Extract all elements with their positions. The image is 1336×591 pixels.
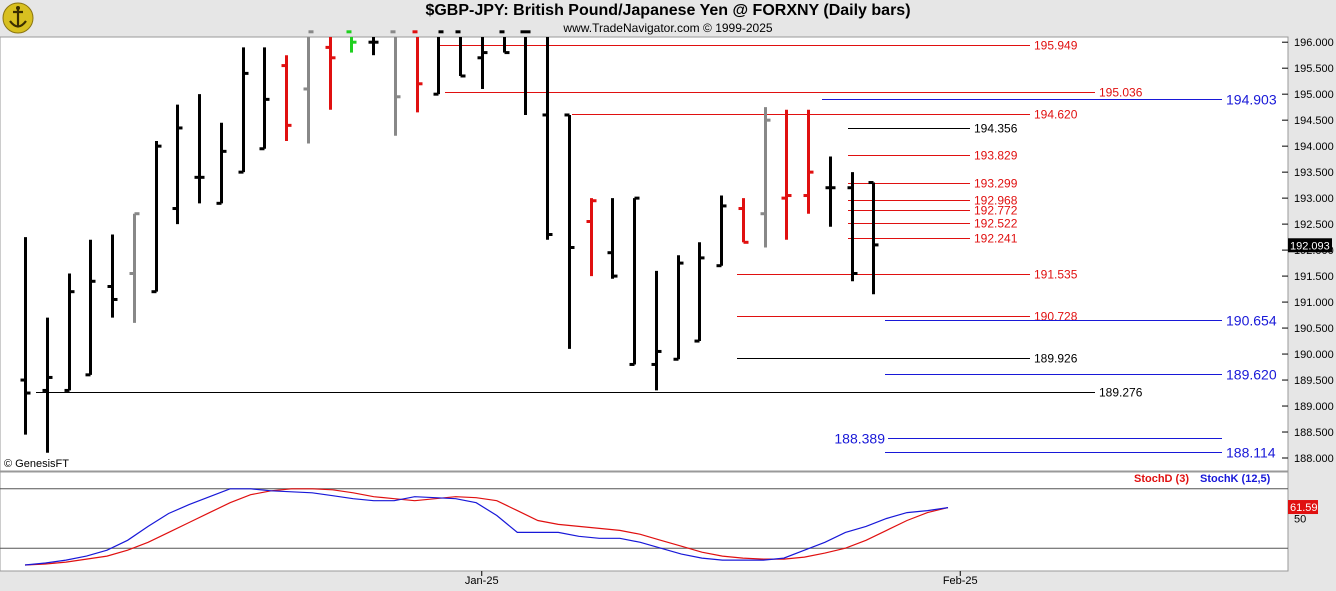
ohlc-bar-35	[781, 109, 792, 240]
level-label-194.356: 194.356	[974, 122, 1018, 136]
level-label-192.522: 192.522	[974, 217, 1018, 231]
ohlc-bar-20	[455, 30, 466, 78]
price-tick-label-1: 195.500	[1294, 63, 1334, 75]
ohlc-bar-24	[542, 37, 553, 240]
level-label-189.276: 189.276	[1099, 386, 1143, 400]
ohlc-bar-19	[433, 30, 444, 96]
legend-stochd: StochD (3)	[1134, 473, 1189, 485]
ohlc-bar-6	[151, 140, 162, 294]
price-tick-label-14: 189.000	[1294, 401, 1334, 413]
price-tick-label-11: 190.500	[1294, 323, 1334, 335]
ohlc-bar-31	[694, 242, 705, 343]
level-label-193.829: 193.829	[974, 149, 1018, 163]
chart-subtitle: www.TradeNavigator.com © 1999-2025	[563, 21, 773, 35]
x-tick-label-Jan-25: Jan-25	[465, 575, 499, 587]
stoch-last-label: 61.59	[1290, 502, 1318, 514]
ohlc-bar-12	[281, 55, 292, 141]
ohlc-bar-36	[803, 109, 814, 214]
ohlc-bar-11	[259, 47, 270, 151]
price-tick-label-6: 193.000	[1294, 193, 1334, 205]
ohlc-bar-23	[520, 30, 531, 115]
stochastic-panel	[0, 471, 1289, 572]
last-price-label: 192.093	[1290, 240, 1330, 252]
ohlc-bar-27	[607, 198, 618, 279]
level-label-194.903: 194.903	[1226, 92, 1277, 108]
level-label-192.968: 192.968	[974, 194, 1018, 208]
ohlc-bar-15	[346, 30, 357, 53]
ohlc-bar-38	[847, 172, 858, 282]
level-label-195.036: 195.036	[1099, 86, 1143, 100]
price-tick-label-4: 194.000	[1294, 141, 1334, 153]
ohlc-bar-26	[586, 198, 597, 277]
ohlc-bar-5	[129, 212, 140, 323]
ohlc-bar-22	[499, 30, 510, 55]
legend-stochk: StochK (12,5)	[1200, 473, 1271, 485]
price-tick-label-2: 195.000	[1294, 89, 1334, 101]
ohlc-bar-9	[216, 122, 227, 205]
price-tick-label-12: 190.000	[1294, 349, 1334, 361]
ohlc-bar-18	[412, 30, 423, 113]
ohlc-bar-39	[868, 181, 879, 295]
watermark: © GenesisFT	[4, 458, 69, 470]
ohlc-bar-3	[85, 239, 96, 377]
ohlc-bar-2	[64, 273, 75, 392]
level-label-192.772: 192.772	[974, 204, 1018, 218]
ohlc-bar-14	[325, 37, 336, 110]
stoch-series-0	[24, 488, 949, 566]
price-tick-label-13: 189.500	[1294, 375, 1334, 387]
ohlc-bar-10	[238, 47, 249, 174]
ohlc-bar-21	[477, 37, 488, 89]
ohlc-bar-34	[760, 107, 771, 248]
last-price-box	[1288, 238, 1332, 253]
stoch-series-1	[24, 488, 949, 566]
level-label-189.620: 189.620	[1226, 367, 1277, 383]
ohlc-bar-29	[651, 270, 662, 391]
stoch-last-box	[1288, 500, 1318, 515]
level-label-195.949: 195.949	[1034, 39, 1078, 53]
ohlc-bar-1	[42, 317, 53, 453]
level-label-191.535: 191.535	[1034, 268, 1078, 282]
ohlc-bar-30	[673, 255, 684, 361]
level-label-189.926: 189.926	[1034, 352, 1078, 366]
ohlc-bar-37	[825, 156, 836, 227]
price-tick-label-3: 194.500	[1294, 115, 1334, 127]
price-tick-label-10: 191.000	[1294, 297, 1334, 309]
ohlc-bar-4	[107, 234, 118, 318]
ohlc-bar-8	[194, 94, 205, 204]
level-label-188.389: 188.389	[834, 431, 885, 447]
level-label-192.241: 192.241	[974, 232, 1018, 246]
price-tick-label-0: 196.000	[1294, 37, 1334, 49]
price-tick-label-16: 188.000	[1294, 453, 1334, 465]
ohlc-bar-16	[368, 37, 379, 56]
price-panel	[0, 36, 1289, 472]
price-tick-label-7: 192.500	[1294, 219, 1334, 231]
level-label-188.114: 188.114	[1226, 445, 1276, 461]
ohlc-bar-28	[629, 196, 640, 366]
stoch-tick-label-0: 50	[1294, 514, 1306, 526]
ohlc-bar-32	[716, 195, 727, 268]
price-tick-label-9: 191.500	[1294, 271, 1334, 283]
ohlc-bar-13	[303, 30, 314, 144]
ohlc-bar-17	[390, 30, 401, 136]
anchor-logo-icon	[2, 2, 34, 34]
price-tick-label-15: 188.500	[1294, 427, 1334, 439]
ohlc-bar-33	[738, 198, 749, 244]
level-label-194.620: 194.620	[1034, 108, 1078, 122]
chart-title: $GBP-JPY: British Pound/Japanese Yen @ F…	[425, 2, 911, 19]
ohlc-bar-0	[20, 237, 31, 435]
price-tick-label-5: 193.500	[1294, 167, 1334, 179]
level-label-190.654: 190.654	[1226, 313, 1277, 329]
ohlc-bar-7	[172, 104, 183, 225]
ohlc-bar-25	[564, 113, 575, 349]
level-label-193.299: 193.299	[974, 177, 1018, 191]
x-tick-label-Feb-25: Feb-25	[943, 575, 978, 587]
level-label-190.728: 190.728	[1034, 310, 1078, 324]
